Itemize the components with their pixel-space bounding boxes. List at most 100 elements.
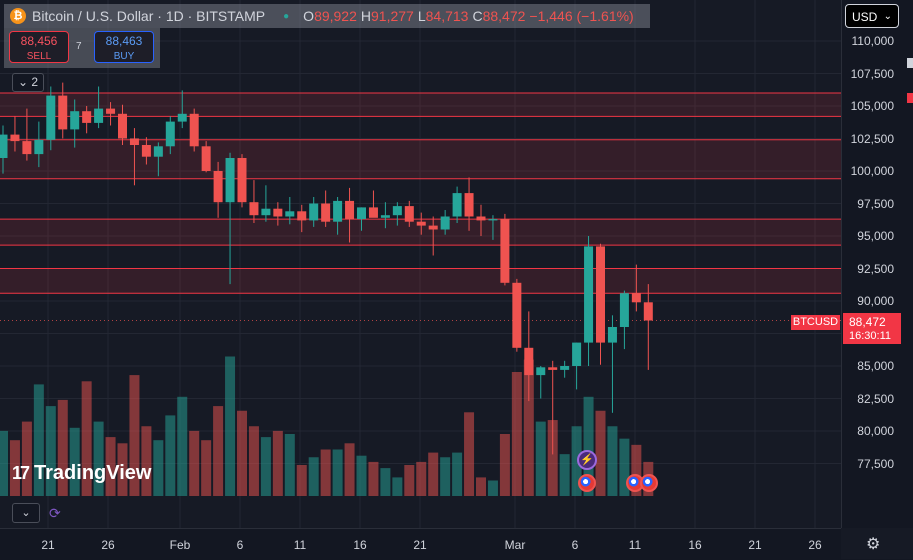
candle-body [46, 95, 56, 140]
low-value: 84,713 [425, 8, 469, 24]
volume-bar [476, 477, 486, 496]
volume-bar [452, 452, 463, 496]
candle-body [309, 203, 319, 221]
tradingview-logo-icon: 17 [12, 463, 30, 483]
candle-body [94, 108, 104, 123]
candle-body [213, 171, 223, 203]
indicators-collapse-button[interactable]: ⌄ 2 [12, 73, 44, 92]
volume-bar [583, 396, 594, 496]
volume-bar [547, 420, 558, 496]
bar-countdown: 16:30:11 [849, 330, 892, 342]
price-tick-label: 102,500 [850, 131, 894, 146]
buy-price: 88,463 [105, 34, 143, 48]
gear-icon[interactable]: ⚙ [866, 536, 881, 553]
close-label: C [472, 8, 483, 24]
volume-bar [499, 434, 510, 496]
symbol-price-tag: BTCUSD [791, 315, 840, 330]
time-tick-label: 21 [413, 538, 427, 552]
candle-body [237, 158, 247, 203]
candle-body [34, 139, 44, 155]
candle-body [416, 221, 426, 226]
candle-body [380, 215, 390, 218]
candle-body [22, 141, 32, 155]
volume-bar [201, 440, 212, 496]
symbol-title[interactable]: Bitcoin / U.S. Dollar · 1D · BITSTAMP [32, 8, 266, 24]
volume-bar [416, 461, 427, 496]
volume-bar [559, 454, 570, 496]
volume-bar [296, 465, 307, 496]
volume-bar [571, 426, 582, 496]
price-axis[interactable]: 110,000 107,500 105,000 102,500 100,000 97,50… [841, 0, 913, 528]
candle-body [500, 219, 510, 283]
volume-bar [117, 443, 128, 496]
high-label: H [360, 8, 372, 24]
candle-body [273, 208, 283, 217]
lightning-event-icon[interactable]: ⚡ [577, 450, 597, 470]
time-tick-label: 26 [808, 538, 822, 552]
candle-body [118, 113, 127, 139]
candle-body [404, 206, 414, 222]
candle-body [476, 216, 486, 221]
scroll-edge-marker [907, 58, 913, 68]
volume-bar [105, 437, 116, 496]
volume-bar [81, 381, 92, 496]
volume-bar [428, 452, 439, 496]
candle-body [607, 327, 617, 343]
volume-bar [225, 356, 236, 496]
us-event-flag-icon[interactable] [640, 474, 658, 492]
volume-bar [177, 396, 188, 496]
time-tick-label: 16 [353, 538, 367, 552]
price-tick-label: 85,000 [857, 359, 894, 373]
scroll-to-realtime-button[interactable]: ⌄ [12, 503, 40, 523]
low-label: L [417, 8, 426, 24]
candle-body [106, 108, 116, 114]
buy-label: BUY [113, 51, 135, 62]
open-label: O [303, 8, 315, 24]
volume-bar [368, 461, 379, 496]
price-tick-label: 105,000 [850, 99, 894, 113]
volume-bar [93, 421, 104, 496]
price-tick-label: 95,000 [857, 229, 894, 243]
price-tick-label: 92,500 [857, 261, 894, 276]
price-tick-label: 107,500 [850, 66, 894, 81]
candle-body [70, 111, 80, 130]
candle-body [392, 206, 402, 216]
candle-body [249, 202, 259, 216]
sell-button[interactable]: 88,456 SELL [9, 31, 69, 63]
last-price-value: 88,472 [849, 315, 886, 329]
volume-bar [404, 465, 415, 496]
volume-bar [9, 440, 20, 496]
volume-bar [272, 430, 283, 496]
candle-body [560, 366, 570, 370]
volume-bar [440, 457, 451, 496]
volume-bar [248, 426, 259, 496]
refresh-icon[interactable]: ⟳ [49, 505, 61, 521]
time-axis[interactable]: 21 26 Feb 6 11 16 21 Mar 6 11 16 21 26 [0, 528, 841, 560]
candle-body [225, 158, 235, 203]
resistance-zone [0, 268, 841, 294]
volume-bar [165, 415, 176, 496]
volume-bar [308, 457, 319, 496]
chart-plot[interactable] [0, 0, 841, 528]
price-tick-label: 90,000 [857, 294, 894, 308]
time-tick-label: 11 [628, 538, 642, 552]
candle-body [440, 216, 450, 230]
volume-bar [33, 384, 44, 496]
time-tick-label: 6 [236, 538, 244, 552]
watermark-text: TradingView [34, 462, 152, 484]
price-tick-label: 110,000 [851, 34, 895, 48]
candle-body [368, 207, 378, 218]
tradingview-watermark[interactable]: 17 TradingView [12, 462, 151, 485]
volume-bar [0, 430, 8, 496]
candle-body [596, 246, 605, 343]
buy-button[interactable]: 88,463 BUY [94, 31, 154, 63]
candle-body [10, 134, 20, 142]
price-tick-label: 80,000 [857, 424, 894, 438]
indicator-count: 2 [31, 75, 39, 89]
currency-select[interactable]: USD ⌄ [845, 4, 899, 28]
volume-bar [141, 426, 152, 496]
spread-value: 7 [76, 41, 82, 52]
us-event-flag-icon[interactable] [578, 474, 596, 492]
volume-bar [45, 406, 56, 496]
volume-bar [464, 412, 475, 496]
